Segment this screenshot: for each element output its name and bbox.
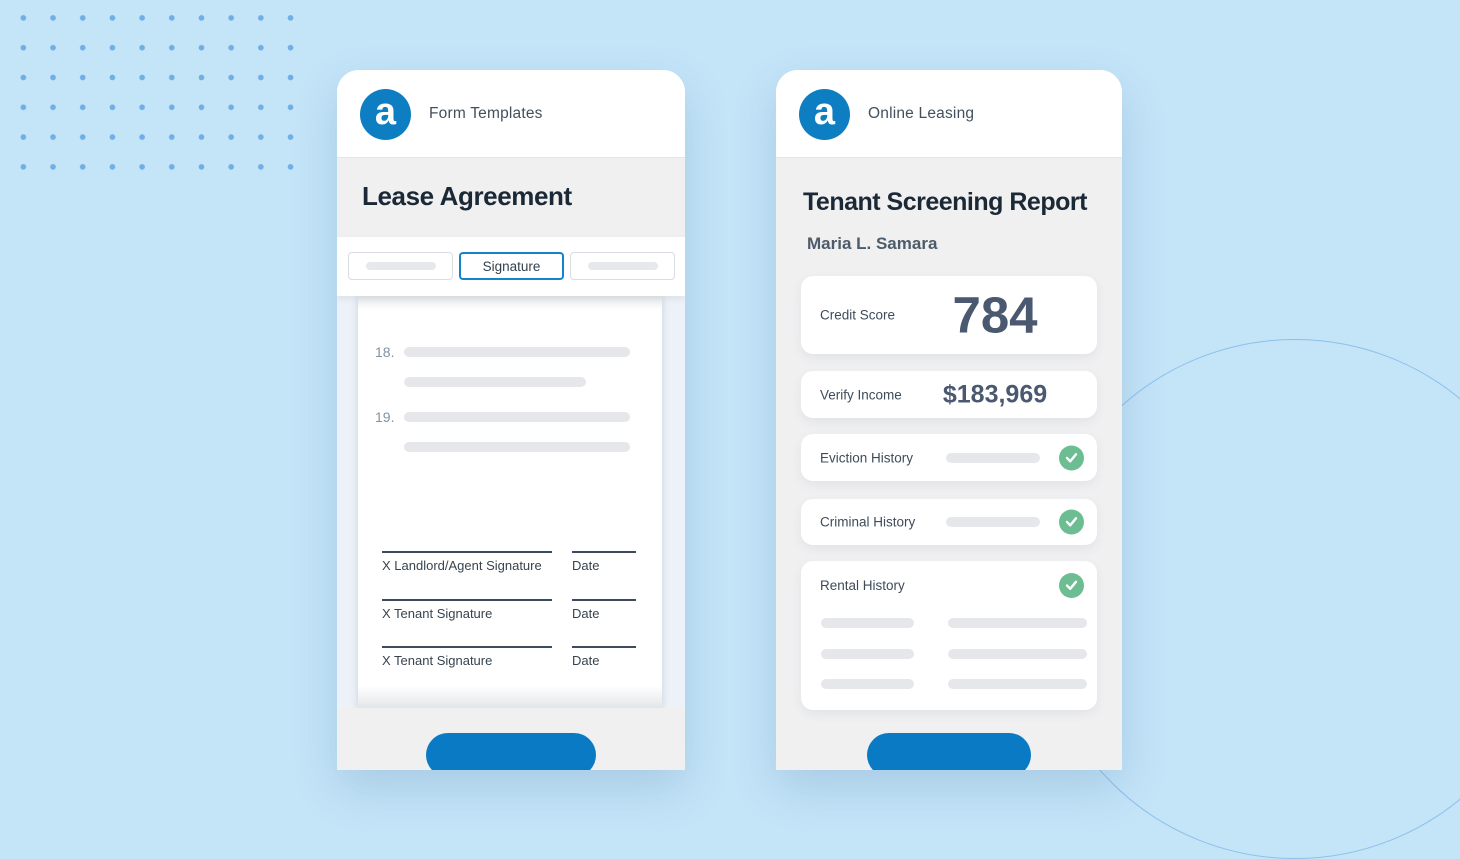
row-label: Eviction History [820, 450, 914, 465]
row-label: Credit Score [820, 307, 896, 323]
criminal-history-card[interactable]: Criminal History [801, 499, 1097, 545]
app-header: a Form Templates [337, 70, 685, 158]
primary-action-button[interactable] [426, 733, 596, 770]
page-title: Lease Agreement [362, 181, 572, 211]
check-icon [1059, 573, 1084, 598]
placeholder-text-bar [821, 649, 914, 659]
date-label: Date [572, 606, 600, 621]
primary-action-button[interactable] [867, 733, 1031, 770]
appfolio-logo-icon: a [799, 89, 850, 140]
placeholder-text-bar [404, 377, 586, 387]
signature-line[interactable] [382, 551, 552, 553]
placeholder-text-bar [404, 412, 630, 422]
rental-history-card[interactable]: Rental History [801, 561, 1097, 710]
placeholder-text-bar [404, 442, 630, 452]
signature-label: X Tenant Signature [382, 606, 493, 621]
credit-score-value: 784 [952, 286, 1038, 344]
applicant-name: Maria L. Samara [807, 234, 938, 253]
document-scroll-area[interactable]: 18. 19. X Landlord/Agent Signature Date … [337, 296, 685, 708]
title-band: Lease Agreement [337, 158, 685, 237]
signature-label: X Tenant Signature [382, 653, 493, 668]
signature-row: X Landlord/Agent Signature Date [358, 551, 662, 581]
date-label: Date [572, 653, 600, 668]
tab-previous[interactable] [348, 252, 453, 280]
row-label: Criminal History [820, 514, 916, 530]
lease-document-page: 18. 19. X Landlord/Agent Signature Date … [358, 296, 662, 708]
signature-row: X Tenant Signature Date [358, 646, 662, 676]
placeholder-text-bar [404, 347, 630, 357]
credit-score-card[interactable]: Credit Score 784 [801, 276, 1097, 354]
tab-signature[interactable]: Signature [459, 252, 564, 280]
placeholder-text-bar [946, 452, 1040, 463]
report-title: Tenant Screening Report [803, 188, 1087, 216]
date-label: Date [572, 558, 600, 573]
row-label: Rental History [820, 578, 905, 593]
signature-line[interactable] [382, 599, 552, 601]
row-label: Verify Income [820, 387, 902, 402]
signature-row: X Tenant Signature Date [358, 599, 662, 629]
dot-pattern-decoration [0, 0, 306, 182]
report-body: Tenant Screening Report Maria L. Samara … [776, 158, 1122, 770]
date-line[interactable] [572, 551, 636, 553]
app-name-label: Online Leasing [868, 105, 975, 122]
tab-bar: Signature [337, 237, 685, 296]
clause-number: 18. [375, 344, 395, 360]
check-icon [1059, 509, 1084, 535]
date-line[interactable] [572, 646, 636, 648]
app-header: a Online Leasing [776, 70, 1122, 158]
placeholder-tab-label [365, 262, 436, 270]
online-leasing-phone: a Online Leasing Tenant Screening Report… [776, 70, 1122, 770]
logo-letter: a [813, 90, 836, 133]
placeholder-text-bar [948, 649, 1087, 659]
app-name-label: Form Templates [429, 105, 543, 122]
income-value: $183,969 [942, 380, 1048, 408]
placeholder-text-bar [948, 679, 1087, 689]
check-icon [1059, 445, 1084, 470]
tab-next[interactable] [570, 252, 675, 280]
clause-number: 19. [375, 409, 395, 425]
appfolio-logo-icon: a [360, 89, 411, 140]
verify-income-card[interactable]: Verify Income $183,969 [801, 371, 1097, 418]
signature-label: X Landlord/Agent Signature [382, 558, 542, 573]
placeholder-text-bar [948, 618, 1087, 628]
eviction-history-card[interactable]: Eviction History [801, 434, 1097, 481]
placeholder-text-bar [946, 517, 1040, 527]
form-templates-phone: a Form Templates Lease Agreement Signatu… [337, 70, 685, 770]
logo-letter: a [374, 90, 397, 133]
placeholder-text-bar [821, 618, 914, 628]
placeholder-text-bar [821, 679, 914, 689]
footer-bar [337, 708, 685, 770]
signature-line[interactable] [382, 646, 552, 648]
placeholder-tab-label [587, 262, 658, 270]
date-line[interactable] [572, 599, 636, 601]
